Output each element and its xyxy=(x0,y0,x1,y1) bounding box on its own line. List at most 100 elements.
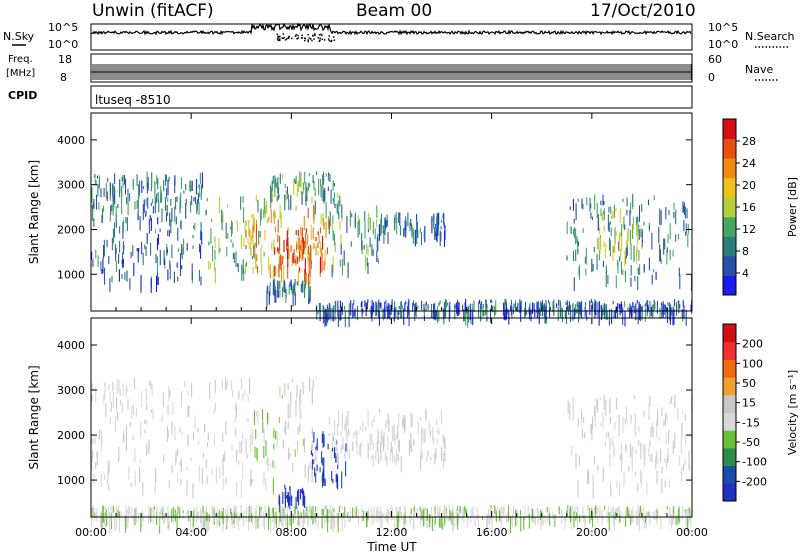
velocity-colorbar-segment xyxy=(723,465,736,484)
velocity-ytick-label: 1000 xyxy=(57,474,85,487)
nsearch-dot xyxy=(320,33,322,36)
cpid-strip-frame xyxy=(90,85,693,109)
time-tick-label: 00:00 xyxy=(75,526,107,539)
power-colorbar-segment xyxy=(723,216,736,237)
nsearch-dot xyxy=(319,37,321,40)
nsearch-dot xyxy=(278,35,281,38)
power-region xyxy=(90,171,203,223)
velocity-colorbar-segment xyxy=(723,341,736,360)
velocity-region xyxy=(278,484,306,513)
nsearch-dot xyxy=(307,34,309,36)
velocity-colorbar-segment xyxy=(723,430,736,449)
time-axis: 00:00 04:00 08:00 12:00 16:00 20:00 00:00 xyxy=(75,113,708,539)
nsearch-dot xyxy=(282,33,285,35)
power-ylabel: Slant Range [km] xyxy=(27,160,41,264)
nsearch-dot xyxy=(314,34,316,37)
nave-tick-top: 60 xyxy=(708,53,722,66)
power-colorbar-segment xyxy=(723,177,736,198)
nsearch-dot xyxy=(276,33,279,36)
nsearch-dot xyxy=(307,40,309,43)
freq-tick-top: 18 xyxy=(58,53,72,66)
velocity-colorbar-segment xyxy=(723,377,736,396)
velocity-colorbar-segment xyxy=(723,447,736,467)
velocity-colorbar-segment xyxy=(723,483,736,502)
power-ytick-label: 3000 xyxy=(57,179,85,192)
noise-tick-right-bottom: 10^0 xyxy=(708,38,738,51)
power-colorbar-tick-label: 8 xyxy=(742,245,749,258)
nsearch-dot xyxy=(328,39,331,42)
velocity-ylabel: Slant Range [km] xyxy=(27,365,41,469)
noise-tick-right-top: 10^5 xyxy=(708,21,738,34)
power-ytick-label: 2000 xyxy=(57,223,85,236)
power-colorbar-segment xyxy=(723,158,736,179)
nsearch-dot xyxy=(277,35,279,38)
nsearch-dot xyxy=(332,36,335,38)
nsearch-dot xyxy=(321,38,324,41)
power-region xyxy=(328,203,379,278)
cpid-value: ltuseq -8510 xyxy=(95,93,171,107)
power-panel: 1000 2000 3000 4000 Slant Range [km] 4 8 12 16 20… xyxy=(27,112,799,328)
freq-label: Freq. xyxy=(8,54,33,65)
power-colorbar-segment xyxy=(723,236,736,257)
nsearch-dot xyxy=(312,35,314,37)
power-colorbar-label: Power [dB] xyxy=(786,177,799,237)
nsearch-dot xyxy=(311,39,313,42)
velocity-region xyxy=(278,377,317,483)
nsearch-dot xyxy=(297,37,300,39)
power-region xyxy=(266,278,311,308)
nsearch-dot xyxy=(284,39,287,41)
nsearch-dot xyxy=(328,35,330,37)
power-region xyxy=(265,171,342,219)
nsearch-dot xyxy=(286,38,288,40)
nsearch-dot xyxy=(321,34,323,37)
cpid-label: CPID xyxy=(8,89,37,102)
velocity-colorbar-tick-label: 200 xyxy=(742,338,763,351)
power-frame xyxy=(90,112,693,312)
date-title: 17/Oct/2010 xyxy=(590,1,696,21)
nsearch-dot xyxy=(301,36,303,39)
power-colorbar-tick-label: 12 xyxy=(742,223,756,236)
nsearch-dot xyxy=(283,36,285,39)
velocity-colorbar-tick-label: 100 xyxy=(742,357,763,370)
power-colorbar-segment xyxy=(723,119,736,140)
time-axis-label: Time UT xyxy=(366,540,417,554)
power-region xyxy=(566,193,693,292)
noise-trace xyxy=(90,22,692,43)
nsearch-dot xyxy=(295,33,298,36)
nsky-label: N.Sky xyxy=(3,30,35,43)
power-ytick-label: 1000 xyxy=(57,268,85,281)
power-region xyxy=(316,298,693,328)
power-region xyxy=(378,212,446,247)
beam-title: Beam 00 xyxy=(356,1,432,21)
velocity-colorbar-tick-label: -50 xyxy=(742,436,760,449)
velocity-colorbar-tick-label: -15 xyxy=(742,416,760,429)
nsearch-dot xyxy=(282,37,285,40)
noise-tick-left-top: 10^5 xyxy=(48,21,78,34)
velocity-colorbar-segment xyxy=(723,324,736,343)
time-tick-label: 04:00 xyxy=(175,526,207,539)
nave-label: Nave xyxy=(745,63,773,76)
nsearch-dot xyxy=(313,38,315,40)
nsearch-dot xyxy=(318,40,321,42)
power-colorbar-tick-label: 16 xyxy=(742,201,756,214)
power-colorbar-segment xyxy=(723,138,736,159)
nsearch-dot xyxy=(277,39,279,41)
nsearch-label: N.Search xyxy=(745,30,795,43)
freq-tick-bottom: 8 xyxy=(60,71,67,84)
freq-trace xyxy=(91,64,692,80)
velocity-colorbar-tick-label: 15 xyxy=(742,397,756,410)
velocity-region xyxy=(253,409,278,494)
velocity-colorbar-frame xyxy=(722,323,737,502)
power-region xyxy=(91,207,203,294)
nsearch-dot xyxy=(327,38,330,40)
velocity-colorbar: 200 100 50 15 -15 -50 -100 -200 Velocity [m s⁻¹] xyxy=(722,323,799,502)
power-region xyxy=(597,207,643,267)
velocity-frame xyxy=(90,317,693,518)
time-tick-label: 00:00 xyxy=(676,526,708,539)
nsearch-dot xyxy=(319,39,321,42)
nsearch-dot xyxy=(317,37,320,39)
station-title: Unwin (fitACF) xyxy=(92,1,214,21)
velocity-colorbar-segment xyxy=(723,359,736,378)
time-tick-label: 12:00 xyxy=(376,526,408,539)
power-colorbar-segment xyxy=(723,197,736,218)
